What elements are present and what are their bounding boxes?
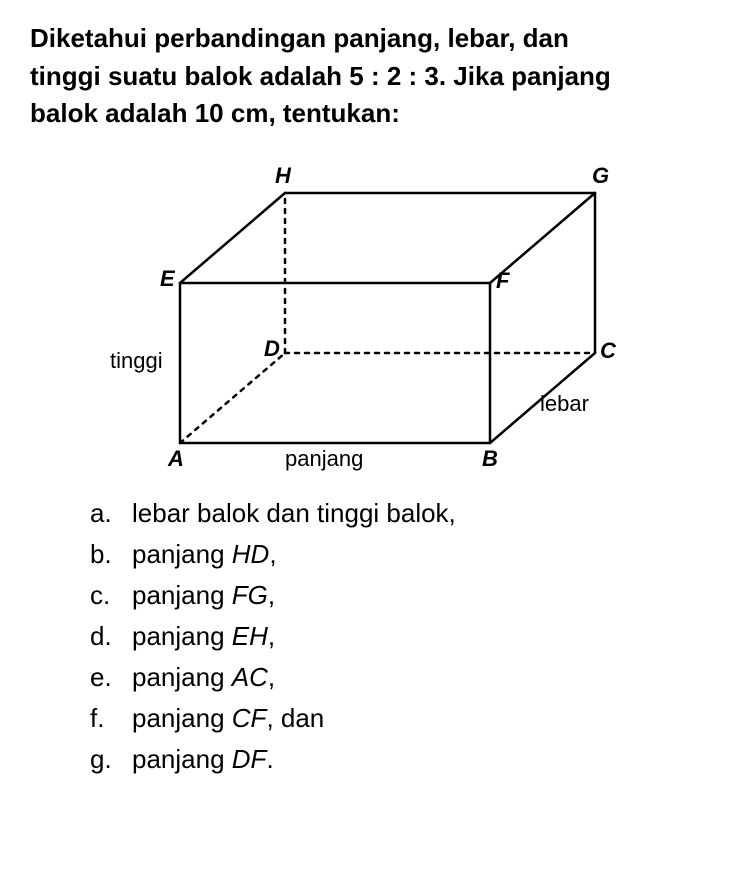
option-text-pre: lebar balok dan tinggi balok, [132,498,456,528]
option-text: panjang HD, [132,539,277,570]
option-row: g.panjang DF. [90,744,710,775]
vertex-B: B [482,446,498,472]
q-line2: tinggi suatu balok adalah 5 : 2 : 3. Jik… [30,61,611,91]
option-row: f.panjang CF, dan [90,703,710,734]
option-text-pre: panjang [132,662,232,692]
vertex-E: E [160,266,175,292]
option-text: panjang AC, [132,662,275,693]
option-text: panjang EH, [132,621,275,652]
question-text: Diketahui perbandingan panjang, lebar, d… [30,20,710,133]
option-letter: b. [90,539,132,570]
option-text-italic: DF [232,744,267,774]
option-row: e.panjang AC, [90,662,710,693]
option-text-pre: panjang [132,744,232,774]
option-text: panjang DF. [132,744,274,775]
option-text-post: . [266,744,273,774]
option-row: a.lebar balok dan tinggi balok, [90,498,710,529]
option-letter: d. [90,621,132,652]
option-text: panjang CF, dan [132,703,324,734]
options-list: a.lebar balok dan tinggi balok,b.panjang… [30,498,710,775]
option-letter: a. [90,498,132,529]
option-text-post: , [268,580,275,610]
cuboid-diagram: H G E F D C A B tinggi panjang lebar [120,153,620,473]
option-letter: g. [90,744,132,775]
option-text-pre: panjang [132,580,232,610]
option-letter: f. [90,703,132,734]
option-text-post: , [268,621,275,651]
option-text-italic: AC [232,662,268,692]
cuboid-svg [120,153,620,473]
option-row: b.panjang HD, [90,539,710,570]
vertex-G: G [592,163,609,189]
option-letter: c. [90,580,132,611]
vertex-F: F [496,268,509,294]
label-panjang: panjang [285,446,363,472]
q-line1: Diketahui perbandingan panjang, lebar, d… [30,23,569,53]
option-text: lebar balok dan tinggi balok, [132,498,456,529]
diagram-container: H G E F D C A B tinggi panjang lebar [30,153,710,473]
vertex-C: C [600,338,616,364]
option-text-pre: panjang [132,621,232,651]
option-text-post: , [269,539,276,569]
option-text-italic: CF [232,703,267,733]
option-row: d.panjang EH, [90,621,710,652]
label-lebar: lebar [540,391,589,417]
vertex-H: H [275,163,291,189]
option-text-italic: EH [232,621,268,651]
option-text-pre: panjang [132,539,232,569]
option-letter: e. [90,662,132,693]
label-tinggi: tinggi [110,348,163,374]
option-text-italic: HD [232,539,270,569]
option-text: panjang FG, [132,580,275,611]
option-text-pre: panjang [132,703,232,733]
vertex-A: A [168,446,184,472]
option-row: c.panjang FG, [90,580,710,611]
q-line3: balok adalah 10 cm, tentukan: [30,98,400,128]
option-text-post: , dan [266,703,324,733]
option-text-post: , [268,662,275,692]
option-text-italic: FG [232,580,268,610]
vertex-D: D [264,336,280,362]
